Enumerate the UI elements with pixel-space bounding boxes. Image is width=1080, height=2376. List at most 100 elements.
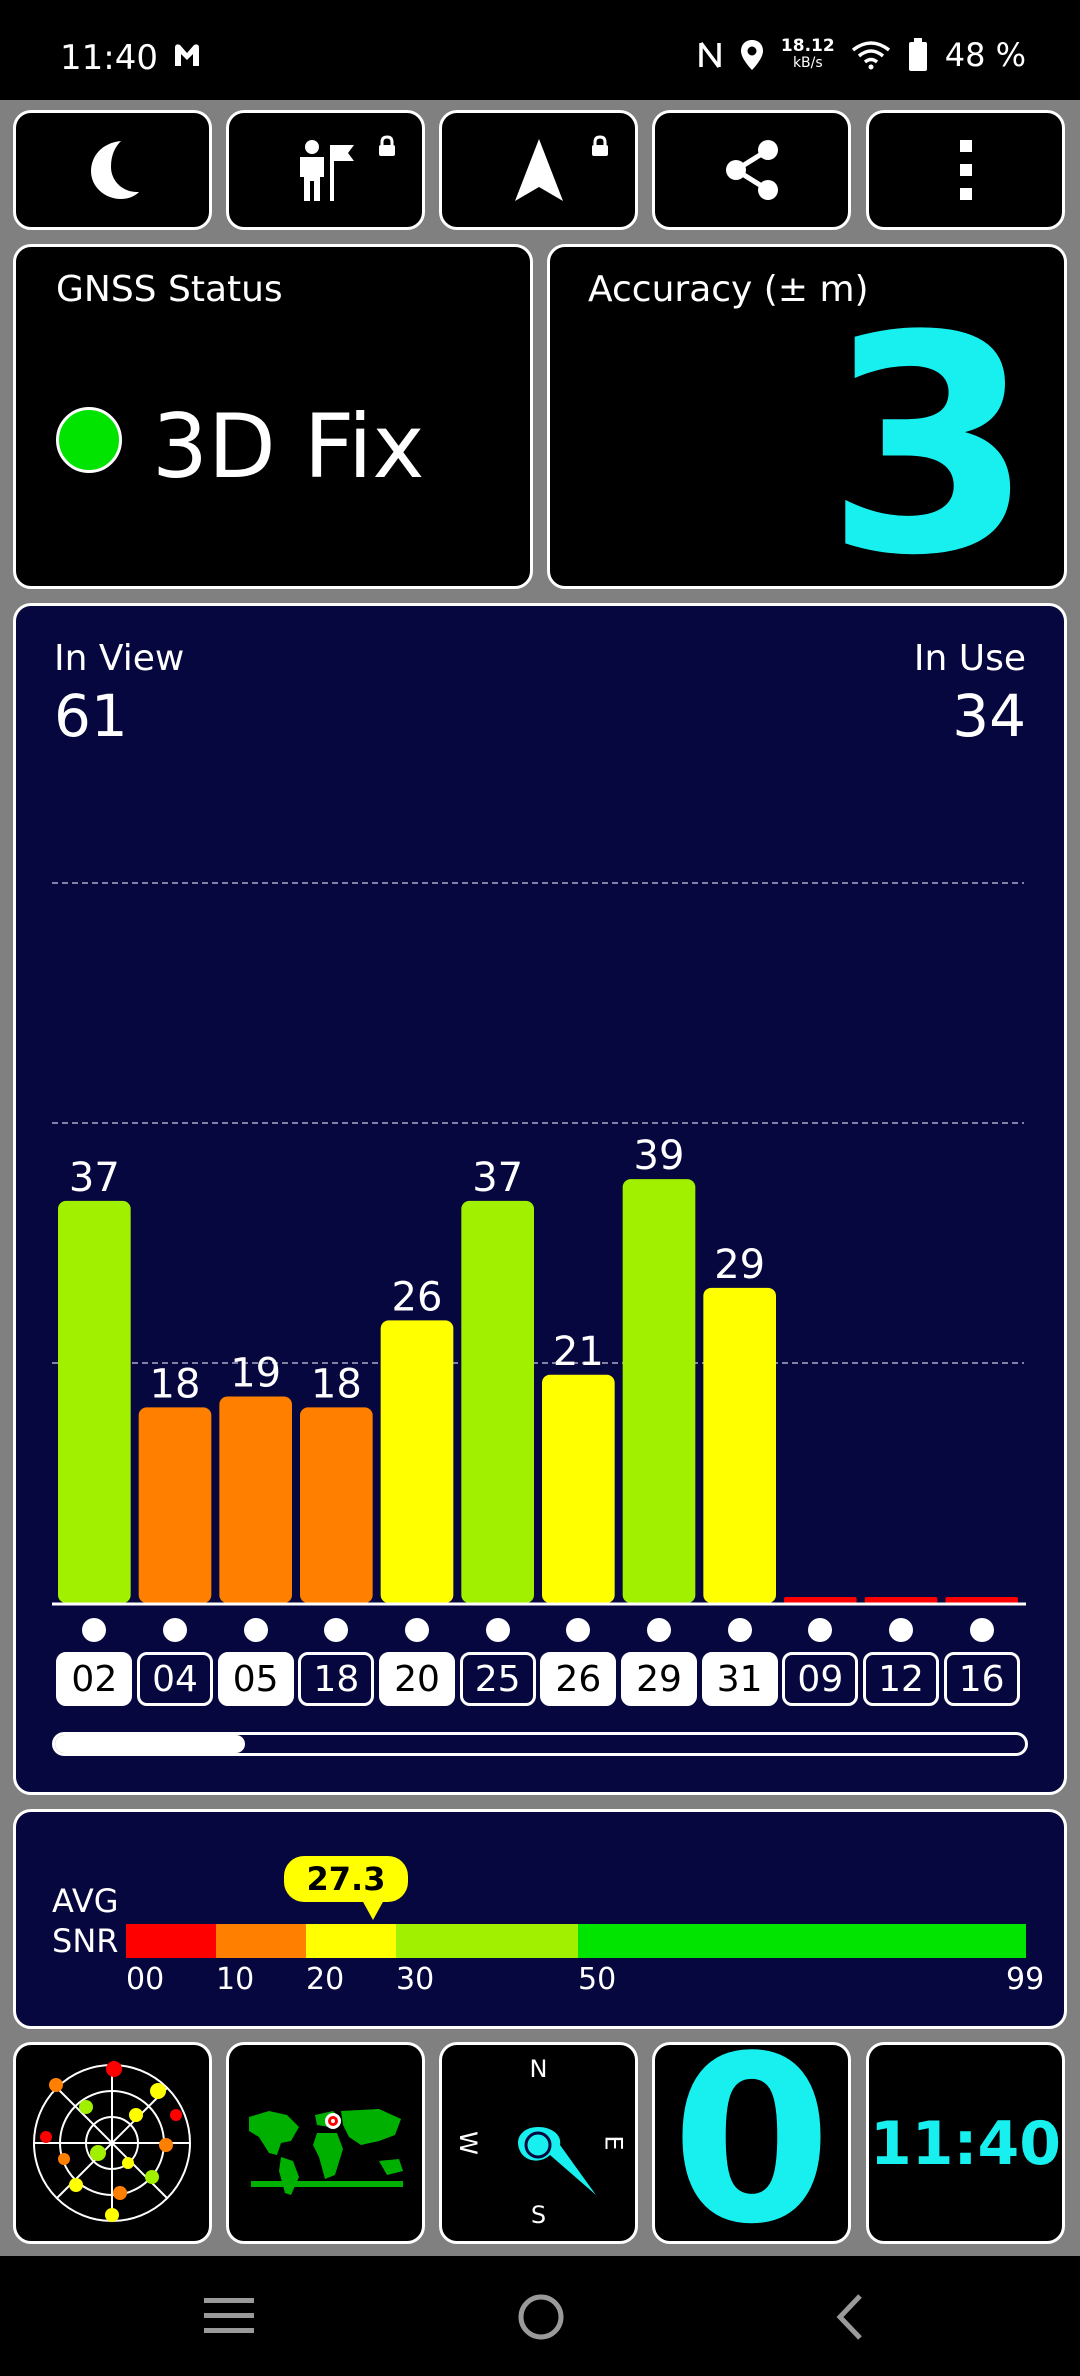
status-right: 18.12 kB/s 48 % [697,30,1026,80]
more-menu-button[interactable] [866,110,1065,230]
satellite-prn-label[interactable]: 18 [298,1652,375,1706]
speed-tile[interactable]: 0 [652,2042,851,2244]
avg-snr-tile[interactable] [13,1809,1067,2029]
compass-n: N [529,2055,548,2083]
in-view-value: 61 [54,682,128,750]
night-mode-button[interactable] [13,110,212,230]
compass-w: W [453,2131,482,2155]
share-button[interactable] [652,110,851,230]
satellite-dot [485,1618,510,1642]
home-icon[interactable] [516,2292,566,2342]
snr-scale-segment [216,1924,306,1958]
gnss-status-tile[interactable]: GNSS Status 3D Fix [13,244,533,589]
world-map-icon [249,2109,403,2195]
snr-bar [784,1597,857,1603]
battery-icon [908,38,927,71]
network-speed: 18.12 kB/s [781,38,835,72]
compass-s: S [530,2201,547,2229]
satellite-prn-label[interactable]: 12 [863,1652,939,1706]
in-use-value: 34 [952,682,1026,750]
compass-tile[interactable]: N S W E [439,2042,638,2244]
avg-label: AVG [52,1882,119,1920]
satellite-prn-label[interactable]: 25 [459,1652,536,1706]
satellite-dot [969,1618,994,1642]
fix-indicator-icon [56,407,122,473]
snr-scale-segment [396,1924,578,1958]
snr-value-label: 21 [553,1329,604,1375]
snr-scale-segment [126,1924,216,1958]
satellite-prn-label[interactable]: 29 [621,1652,697,1706]
snr-bar [945,1597,1018,1603]
snr-scale-segment [578,1924,1026,1958]
location-icon [740,40,763,70]
skyplot-tile[interactable] [13,2042,212,2244]
avg-snr-value: 27.3 [284,1856,408,1902]
satellite-prn-label[interactable]: 02 [56,1652,133,1706]
satellite-prn-label[interactable]: 20 [379,1652,455,1706]
snr-value-label: 18 [311,1361,362,1407]
mark-location-button[interactable] [226,110,425,230]
satellite-dot [405,1618,429,1642]
nfc-icon [699,41,721,69]
satellite-skyplot-icon [33,2061,191,2222]
back-icon[interactable] [832,2292,866,2342]
snr-scale-label: 30 [396,1962,435,1997]
navigate-button[interactable] [439,110,638,230]
lock-icon [379,135,395,156]
snr-bar [461,1200,534,1603]
menu-icon[interactable] [204,2296,254,2336]
snr-value-label: 39 [634,1133,685,1179]
navigation-bar [0,2256,1080,2376]
more-vertical-icon [959,140,972,200]
satellite-prn-label[interactable]: 16 [943,1652,1020,1706]
share-icon [725,140,778,200]
compass-icon [518,2127,596,2195]
compass-e: E [599,2135,628,2151]
speed-value: 0 [671,2042,832,2244]
snr-scale-segment [306,1924,396,1958]
satellite-prn-label[interactable]: 09 [782,1652,859,1706]
satellite-dot [889,1618,913,1642]
world-map-tile[interactable] [226,2042,425,2244]
snr-value-label: 19 [230,1351,281,1397]
snr-bar [864,1597,938,1603]
network-speed-unit: kB/s [792,55,823,71]
in-use-label: In Use [913,638,1026,679]
accuracy-label: Accuracy (± m) [588,269,869,310]
chart-scrollbar[interactable] [52,1732,1028,1756]
accuracy-tile[interactable]: Accuracy (± m) 3 [547,244,1067,597]
status-bar: 11:40 18.12 kB/s 48 % [0,0,1080,100]
chart-scroll-thumb[interactable] [55,1735,245,1753]
snr-bar [703,1287,776,1603]
snr-label: SNR [52,1922,119,1960]
snr-bar [58,1200,131,1603]
snr-value-label: 18 [150,1361,201,1407]
moon-icon [90,141,139,199]
satellite-prn-label[interactable]: 26 [540,1652,617,1706]
satellite-dot [163,1618,187,1642]
snr-scale-label: 10 [216,1962,255,1997]
satellite-dot [808,1618,833,1642]
satellite-dot [82,1618,107,1642]
satellite-dot [243,1618,268,1642]
navigation-arrow-icon [514,139,563,201]
snr-scale-label: 50 [578,1962,617,1997]
snr-value-label: 37 [472,1155,523,1201]
in-view-label: In View [54,638,185,679]
snr-scale-label: 99 [1006,1962,1045,1997]
snr-scale-label: 00 [126,1962,165,1997]
snr-bar [542,1374,615,1603]
satellite-prn-label[interactable]: 31 [701,1652,778,1706]
person-flag-icon [299,140,354,201]
snr-bar [380,1320,454,1603]
satellite-prn-label[interactable]: 05 [217,1652,294,1706]
satellite-dot [566,1618,591,1642]
snr-scale-label: 20 [306,1962,345,1997]
network-speed-value: 18.12 [780,36,835,56]
snr-value-label: 26 [392,1274,443,1320]
status-time: 11:40 [60,38,158,78]
satellite-prn-label[interactable]: 04 [137,1652,213,1706]
clock-value: 11:40 [870,2109,1061,2179]
clock-tile[interactable]: 11:40 [866,2042,1065,2244]
m-app-icon [175,44,199,66]
